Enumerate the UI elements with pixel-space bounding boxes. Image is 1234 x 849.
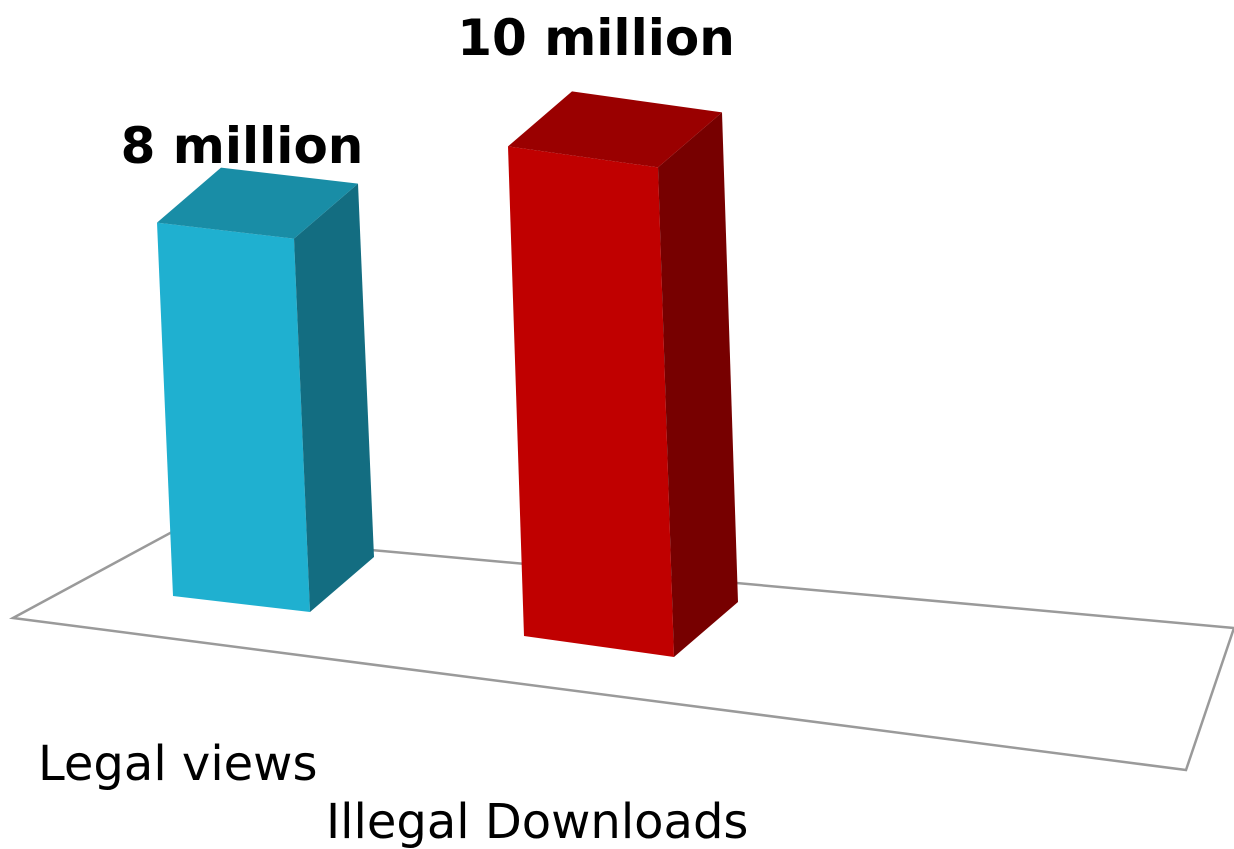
chart-floor [9, 530, 1234, 772]
bars-group [157, 91, 738, 657]
bar-legal-views-top [157, 167, 358, 239]
bar-illegal-downloads [508, 91, 738, 657]
bar-legal-views-side [294, 183, 374, 612]
data-label-illegal-downloads: 10 million [457, 9, 735, 67]
bar-legal-views [157, 167, 374, 612]
bar-illegal-downloads-front [508, 146, 674, 657]
category-label-illegal-downloads: Illegal Downloads [326, 794, 748, 849]
data-label-legal-views: 8 million [121, 117, 364, 175]
bar-illegal-downloads-top [508, 91, 722, 168]
bar-illegal-downloads-side [658, 112, 738, 657]
bar-legal-views-front [157, 222, 310, 612]
category-label-legal-views: Legal views [38, 736, 317, 792]
